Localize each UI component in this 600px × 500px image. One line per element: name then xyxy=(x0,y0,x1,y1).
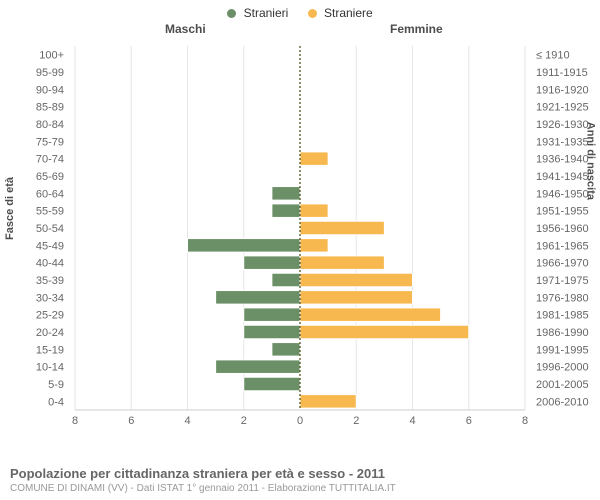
ytick-age: 50-54 xyxy=(36,223,64,235)
ytick-year: 1941-1945 xyxy=(536,171,589,183)
ytick-age: 35-39 xyxy=(36,275,64,287)
ytick-age: 0-4 xyxy=(48,396,64,408)
bar-male xyxy=(216,360,300,374)
ytick-age: 10-14 xyxy=(36,362,64,374)
bar-female xyxy=(300,308,441,322)
ytick-age: 65-69 xyxy=(36,171,64,183)
ytick-year: 1956-1960 xyxy=(536,223,589,235)
ytick-age: 100+ xyxy=(39,50,64,62)
ytick-age: 60-64 xyxy=(36,188,64,200)
svg-text:8: 8 xyxy=(522,415,528,427)
legend-item-female: Straniere xyxy=(308,6,373,20)
ytick-age: 80-84 xyxy=(36,119,64,131)
svg-text:4: 4 xyxy=(409,415,415,427)
bar-male xyxy=(272,204,300,218)
ytick-age: 90-94 xyxy=(36,84,64,96)
ytick-age: 45-49 xyxy=(36,240,64,252)
bar-male xyxy=(272,187,300,201)
ytick-year: 1911-1915 xyxy=(536,67,588,79)
bar-female xyxy=(300,291,413,305)
svg-text:4: 4 xyxy=(184,415,190,427)
ytick-year: 1971-1975 xyxy=(536,275,589,287)
y-axis-left-label: Fasce di età xyxy=(4,177,16,240)
ytick-year: 1916-1920 xyxy=(536,84,589,96)
bar-male xyxy=(244,377,300,391)
bar-male xyxy=(272,343,300,357)
bar-female xyxy=(300,395,356,409)
legend: Stranieri Straniere xyxy=(0,6,600,20)
bar-male xyxy=(244,256,300,270)
header-male: Maschi xyxy=(165,22,206,36)
svg-text:2: 2 xyxy=(241,415,247,427)
ytick-age: 75-79 xyxy=(36,136,64,148)
header-female: Femmine xyxy=(390,22,443,36)
ytick-year: 1966-1970 xyxy=(536,258,589,270)
bar-female xyxy=(300,325,469,339)
ytick-year: 1921-1925 xyxy=(536,102,589,114)
ytick-year: 1946-1950 xyxy=(536,188,589,200)
ytick-year: 1931-1935 xyxy=(536,136,589,148)
chart-subtitle: COMUNE DI DINAMI (VV) - Dati ISTAT 1° ge… xyxy=(10,483,590,494)
ytick-age: 25-29 xyxy=(36,310,64,322)
ytick-age: 15-19 xyxy=(36,344,64,356)
bar-female xyxy=(300,152,328,166)
bar-female xyxy=(300,204,328,218)
ytick-year: 1991-1995 xyxy=(536,344,589,356)
ytick-year: 1986-1990 xyxy=(536,327,589,339)
legend-swatch-female xyxy=(308,9,317,18)
ytick-age: 85-89 xyxy=(36,102,64,114)
ytick-age: 55-59 xyxy=(36,206,64,218)
legend-label-female: Straniere xyxy=(324,6,373,20)
bar-female xyxy=(300,273,413,287)
ytick-year: 1936-1940 xyxy=(536,154,589,166)
legend-label-male: Stranieri xyxy=(244,6,289,20)
caption-block: Popolazione per cittadinanza straniera p… xyxy=(10,466,590,494)
ytick-year: 1961-1965 xyxy=(536,240,589,252)
bar-female xyxy=(300,239,328,253)
bar-male xyxy=(216,291,300,305)
bar-female xyxy=(300,256,384,270)
ytick-year: 1981-1985 xyxy=(536,310,589,322)
ytick-year: ≤ 1910 xyxy=(536,50,570,62)
svg-text:2: 2 xyxy=(353,415,359,427)
svg-text:6: 6 xyxy=(466,415,472,427)
bar-male xyxy=(272,273,300,287)
ytick-year: 2001-2005 xyxy=(536,379,589,391)
bar-male xyxy=(244,308,300,322)
legend-item-male: Stranieri xyxy=(227,6,288,20)
population-pyramid-chart: 022446688100+≤ 191095-991911-191590-9419… xyxy=(70,40,530,440)
svg-text:6: 6 xyxy=(128,415,134,427)
ytick-age: 70-74 xyxy=(36,154,64,166)
ytick-year: 2006-2010 xyxy=(536,396,589,408)
bar-male xyxy=(244,325,300,339)
svg-text:0: 0 xyxy=(297,415,303,427)
bar-male xyxy=(188,239,301,253)
ytick-year: 1996-2000 xyxy=(536,362,589,374)
ytick-year: 1976-1980 xyxy=(536,292,589,304)
ytick-age: 40-44 xyxy=(36,258,64,270)
ytick-year: 1951-1955 xyxy=(536,206,589,218)
ytick-age: 95-99 xyxy=(36,67,64,79)
ytick-age: 5-9 xyxy=(48,379,64,391)
ytick-year: 1926-1930 xyxy=(536,119,589,131)
ytick-age: 30-34 xyxy=(36,292,64,304)
chart-container: Stranieri Straniere Maschi Femmine Fasce… xyxy=(0,0,600,500)
chart-title: Popolazione per cittadinanza straniera p… xyxy=(10,466,590,481)
legend-swatch-male xyxy=(227,9,236,18)
ytick-age: 20-24 xyxy=(36,327,64,339)
svg-text:8: 8 xyxy=(72,415,78,427)
bar-female xyxy=(300,221,384,235)
